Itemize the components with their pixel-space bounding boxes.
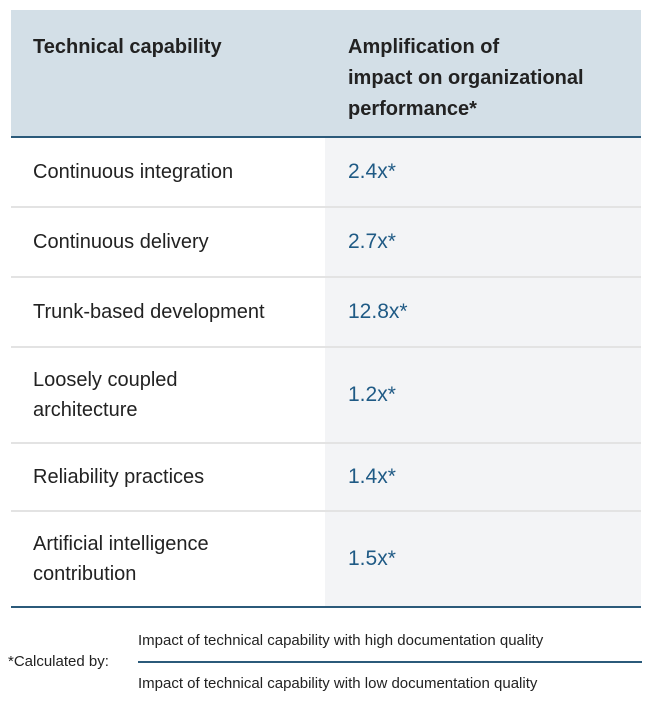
value-cell: 12.8x* xyxy=(325,278,641,346)
header-technical-capability: Technical capability xyxy=(33,36,222,58)
amplification-value: 1.4x* xyxy=(348,465,396,488)
capability-cell: Continuous integration xyxy=(11,138,325,206)
capability-cell: Continuous delivery xyxy=(11,208,325,276)
capability-table: Technical capability Amplification of im… xyxy=(11,10,641,608)
capability-label: Continuous delivery xyxy=(33,231,209,253)
capability-cell: Reliability practices xyxy=(11,444,325,510)
amplification-value: 12.8x* xyxy=(348,300,408,323)
footnote: *Calculated by: Impact of technical capa… xyxy=(0,628,648,703)
capability-label: Trunk-based development xyxy=(33,301,265,323)
table-header: Technical capability Amplification of im… xyxy=(11,10,641,138)
table-row: Loosely coupled architecture 1.2x* xyxy=(11,348,641,444)
header-amplification: Amplification of impact on organizationa… xyxy=(325,10,641,136)
amplification-value: 1.2x* xyxy=(348,383,396,406)
fraction-bar xyxy=(138,661,642,663)
header-amplification-line: performance* xyxy=(348,98,477,120)
capability-cell: Trunk-based development xyxy=(11,278,325,346)
capability-label: Artificial intelligence xyxy=(33,533,209,555)
capability-label: contribution xyxy=(33,563,137,585)
capability-label: Loosely coupled xyxy=(33,369,178,391)
footnote-numerator: Impact of technical capability with high… xyxy=(138,632,544,649)
value-cell: 1.5x* xyxy=(325,512,641,606)
capability-label: Reliability practices xyxy=(33,466,205,488)
capability-label: architecture xyxy=(33,399,138,421)
footnote-label: *Calculated by: xyxy=(8,653,109,670)
amplification-value: 2.7x* xyxy=(348,230,396,253)
header-amplification-line: impact on organizational xyxy=(348,67,584,89)
value-cell: 2.7x* xyxy=(325,208,641,276)
capability-label: Continuous integration xyxy=(33,161,234,183)
value-cell: 1.4x* xyxy=(325,444,641,510)
value-cell: 1.2x* xyxy=(325,348,641,442)
table-row: Continuous integration 2.4x* xyxy=(11,138,641,208)
table-row: Artificial intelligence contribution 1.5… xyxy=(11,512,641,608)
footnote-denominator: Impact of technical capability with low … xyxy=(138,675,538,692)
capability-cell: Loosely coupled architecture xyxy=(11,348,325,442)
amplification-value: 2.4x* xyxy=(348,160,396,183)
table-row: Trunk-based development 12.8x* xyxy=(11,278,641,348)
capability-cell: Artificial intelligence contribution xyxy=(11,512,325,606)
value-cell: 2.4x* xyxy=(325,138,641,206)
header-amplification-line: Amplification of xyxy=(348,36,500,58)
amplification-value: 1.5x* xyxy=(348,547,396,570)
table-row: Reliability practices 1.4x* xyxy=(11,444,641,512)
table-row: Continuous delivery 2.7x* xyxy=(11,208,641,278)
